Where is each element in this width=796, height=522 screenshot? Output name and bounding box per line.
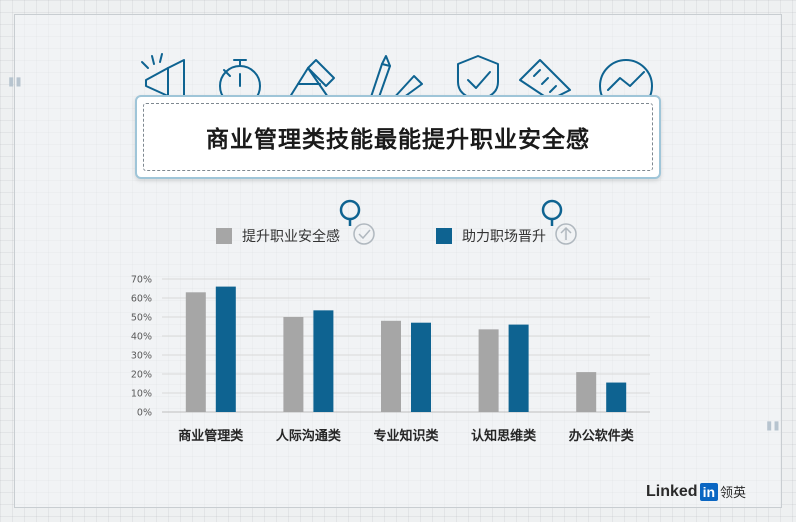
brand-name-box: in xyxy=(699,482,719,501)
shield-icon xyxy=(457,55,499,100)
decorative-icon-strip xyxy=(141,53,653,100)
stopwatch-icon xyxy=(219,59,261,100)
y-tick-label: 70% xyxy=(131,275,152,286)
legend-item-series-1: 提升职业安全感 xyxy=(216,226,340,246)
bar-series-2 xyxy=(606,382,627,412)
x-category-label: 商业管理类 xyxy=(178,428,244,444)
bar-series-2 xyxy=(508,324,529,412)
linkedin-logo: Linked in 领英 xyxy=(646,482,746,501)
search-check-icon xyxy=(339,199,375,245)
brand-name-cn: 领英 xyxy=(720,486,747,501)
y-tick-label: 60% xyxy=(131,294,152,305)
bar-series-1 xyxy=(185,292,206,412)
bar-series-2 xyxy=(215,286,236,412)
y-tick-label: 50% xyxy=(131,313,152,324)
y-tick-label: 20% xyxy=(131,370,152,381)
calculator-icon xyxy=(519,59,571,100)
bar-series-1 xyxy=(381,320,401,412)
title-inner-border: 商业管理类技能最能提升职业安全感 xyxy=(143,103,653,171)
bar-series-2 xyxy=(313,310,334,412)
legend-swatch-series-2 xyxy=(436,228,452,244)
megaphone-icon xyxy=(141,53,185,100)
design-tools-icon xyxy=(287,59,335,100)
pencil-ruler-icon xyxy=(369,55,423,100)
bar-chart: 0% 10% 20% 30% 40% 50% 60% 70% 商业管理类 人际沟通类 专业知识类 认知… xyxy=(131,275,650,444)
bar-series-1 xyxy=(576,372,597,412)
legend-label-series-1: 提升职业安全感 xyxy=(242,229,340,245)
x-category-label: 专业知识类 xyxy=(373,428,439,444)
legend-swatch-series-1 xyxy=(216,228,232,244)
legend-item-series-2: 助力职场晋升 xyxy=(436,226,546,246)
quote-mark-left-icon: " xyxy=(6,71,24,111)
y-tick-label: 0% xyxy=(137,408,152,419)
search-arrow-up-icon xyxy=(541,199,577,245)
chart-title: 商业管理类技能最能提升职业安全感 xyxy=(206,127,590,153)
x-category-label: 办公软件类 xyxy=(569,428,635,444)
x-category-label: 人际沟通类 xyxy=(276,428,342,444)
legend-label-series-2: 助力职场晋升 xyxy=(462,229,546,245)
quote-mark-right-icon: " xyxy=(764,415,782,455)
title-panel: 商业管理类技能最能提升职业安全感 xyxy=(135,95,661,179)
x-category-label: 认知思维类 xyxy=(471,428,537,444)
brand-name-text: Linked xyxy=(646,482,698,500)
bar-series-2 xyxy=(411,322,431,412)
bar-series-1 xyxy=(283,317,304,412)
monitor-chart-icon xyxy=(599,59,653,100)
bar-series-1 xyxy=(478,329,499,412)
y-tick-label: 40% xyxy=(131,332,152,343)
y-tick-label: 10% xyxy=(131,389,152,400)
y-tick-label: 30% xyxy=(131,351,152,362)
